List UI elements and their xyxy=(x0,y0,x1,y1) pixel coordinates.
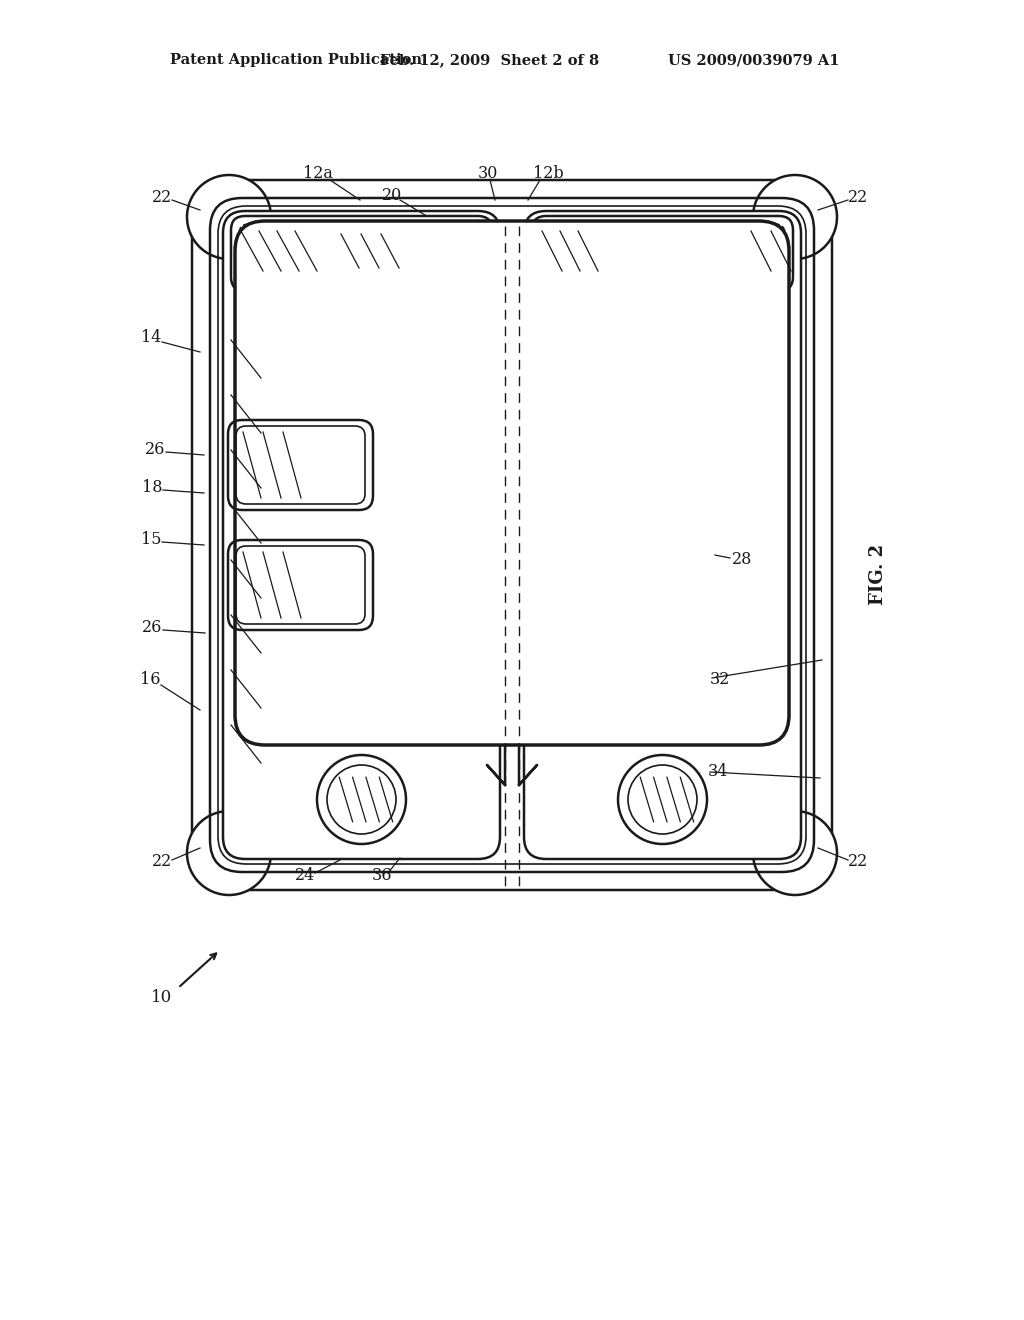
Text: 34: 34 xyxy=(708,763,728,780)
Text: 28: 28 xyxy=(732,552,753,569)
FancyBboxPatch shape xyxy=(524,211,801,859)
FancyBboxPatch shape xyxy=(532,216,793,290)
Text: FIG. 2: FIG. 2 xyxy=(869,544,887,605)
FancyBboxPatch shape xyxy=(223,211,500,859)
Text: 36: 36 xyxy=(372,867,392,884)
Circle shape xyxy=(187,176,271,259)
Text: 22: 22 xyxy=(152,190,172,206)
Text: 14: 14 xyxy=(141,329,161,346)
Text: 20: 20 xyxy=(382,187,402,205)
Text: 30: 30 xyxy=(478,165,499,182)
Text: 10: 10 xyxy=(152,990,173,1006)
Text: 26: 26 xyxy=(141,619,162,636)
FancyBboxPatch shape xyxy=(231,216,492,290)
Circle shape xyxy=(753,810,837,895)
Text: Feb. 12, 2009  Sheet 2 of 8: Feb. 12, 2009 Sheet 2 of 8 xyxy=(381,53,600,67)
Text: 26: 26 xyxy=(144,441,165,458)
Text: 32: 32 xyxy=(710,672,730,689)
Text: 18: 18 xyxy=(141,479,162,496)
Text: 22: 22 xyxy=(152,854,172,870)
Text: 16: 16 xyxy=(139,672,160,689)
Text: 22: 22 xyxy=(848,190,868,206)
Circle shape xyxy=(753,176,837,259)
Text: 12a: 12a xyxy=(303,165,333,182)
FancyBboxPatch shape xyxy=(234,220,790,744)
Text: 12b: 12b xyxy=(532,165,563,182)
Text: Patent Application Publication: Patent Application Publication xyxy=(170,53,422,67)
Text: 15: 15 xyxy=(140,532,161,549)
Circle shape xyxy=(187,810,271,895)
Text: US 2009/0039079 A1: US 2009/0039079 A1 xyxy=(669,53,840,67)
Text: 24: 24 xyxy=(295,867,315,884)
FancyBboxPatch shape xyxy=(193,180,831,890)
Text: 22: 22 xyxy=(848,854,868,870)
